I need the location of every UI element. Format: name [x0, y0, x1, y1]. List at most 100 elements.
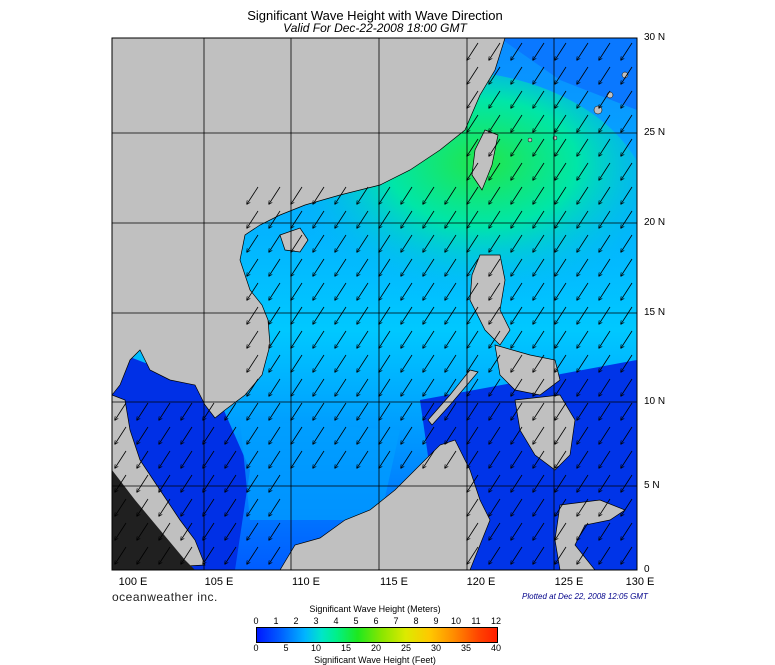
wave-arrow [599, 42, 611, 60]
legend-tick-label: 8 [413, 616, 419, 626]
wave-arrow [489, 402, 501, 420]
wave-arrow [357, 258, 369, 276]
wave-arrow [291, 234, 303, 252]
wave-arrow [621, 522, 633, 540]
wave-arrow [555, 522, 567, 540]
wave-arrow [423, 306, 435, 324]
wave-arrow [357, 282, 369, 300]
wave-arrow [555, 162, 567, 180]
wave-arrow [599, 498, 611, 516]
legend-tick-label: 10 [450, 616, 461, 626]
wave-arrow [225, 426, 237, 444]
wave-arrow [269, 330, 281, 348]
wave-arrow [621, 138, 633, 156]
wave-arrow [291, 282, 303, 300]
wave-arrow [225, 450, 237, 468]
wave-arrow [511, 546, 523, 564]
wave-arrow [335, 258, 347, 276]
wave-arrow [137, 474, 149, 492]
wave-arrow [511, 42, 523, 60]
map-subtitle: Valid For Dec-22-2008 18:00 GMT [283, 21, 467, 35]
wave-arrow [445, 210, 457, 228]
wave-arrow [621, 378, 633, 396]
wave-arrow [555, 330, 567, 348]
legend-tick-label: 5 [353, 616, 359, 626]
wave-arrow [291, 426, 303, 444]
wave-arrow [467, 426, 479, 444]
wave-arrow [489, 210, 501, 228]
wave-arrow [115, 498, 127, 516]
wave-arrow [379, 450, 391, 468]
wave-arrow [379, 426, 391, 444]
wave-arrow [379, 234, 391, 252]
wave-arrow [159, 522, 171, 540]
land-mindanao [514, 394, 576, 471]
legend-tick-label: 11 [471, 616, 481, 626]
wave-arrow [511, 138, 523, 156]
wave-arrow [313, 234, 325, 252]
wave-arrow [511, 402, 523, 420]
wave-arrow [621, 498, 633, 516]
wave-arrow [577, 522, 589, 540]
legend-tick-label: 5 [283, 643, 289, 653]
wave-arrow [401, 306, 413, 324]
wave-arrow [533, 330, 545, 348]
wave-arrow [423, 258, 435, 276]
lat-label: 0 [644, 564, 650, 575]
wave-arrow [379, 354, 391, 372]
wave-arrow [335, 282, 347, 300]
wave-arrow [335, 234, 347, 252]
wave-arrow [247, 498, 259, 516]
wave-arrow [511, 282, 523, 300]
north-east-sea [500, 38, 637, 110]
wave-arrow [159, 450, 171, 468]
wave-arrow [577, 234, 589, 252]
wave-arrow [533, 306, 545, 324]
wave-arrow [467, 258, 479, 276]
wave-arrow [291, 210, 303, 228]
wave-arrow [621, 282, 633, 300]
lat-label: 20 N [644, 217, 666, 228]
wave-arrow [599, 402, 611, 420]
wave-arrow [621, 546, 633, 564]
wave-arrow [313, 450, 325, 468]
wave-arrow [269, 234, 281, 252]
wave-arrow [533, 234, 545, 252]
wave-arrow [489, 474, 501, 492]
wave-arrow [247, 234, 259, 252]
wave-arrow [247, 210, 259, 228]
wave-arrow [555, 378, 567, 396]
wave-arrow [313, 330, 325, 348]
wave-arrow [511, 162, 523, 180]
wave-arrow [511, 378, 523, 396]
wave-arrow [401, 186, 413, 204]
wave-arrow [269, 258, 281, 276]
oceanweather-logo: oceanweather inc. [112, 590, 218, 604]
legend-tick-label: 9 [433, 616, 439, 626]
wave-height-colorbar [256, 627, 498, 643]
wave-arrow [423, 186, 435, 204]
wave-arrow [621, 474, 633, 492]
wave-arrow [533, 498, 545, 516]
wave-arrow [181, 498, 193, 516]
wave-arrow [335, 186, 347, 204]
wave-arrow [335, 354, 347, 372]
wave-arrow [269, 210, 281, 228]
wave-arrow [489, 306, 501, 324]
wave-arrow [511, 306, 523, 324]
wave-arrow [467, 282, 479, 300]
wave-arrow [247, 450, 259, 468]
wave-arrow [511, 498, 523, 516]
wave-arrow [225, 546, 237, 564]
wave-arrow [555, 474, 567, 492]
wave-arrow [181, 474, 193, 492]
wave-arrow [445, 234, 457, 252]
wave-arrow [137, 498, 149, 516]
wave-arrow [467, 306, 479, 324]
wave-arrow [159, 498, 171, 516]
wave-arrow [203, 474, 215, 492]
wave-arrow [533, 66, 545, 84]
wave-arrow [489, 426, 501, 444]
wave-arrow [599, 186, 611, 204]
wave-arrow [313, 426, 325, 444]
